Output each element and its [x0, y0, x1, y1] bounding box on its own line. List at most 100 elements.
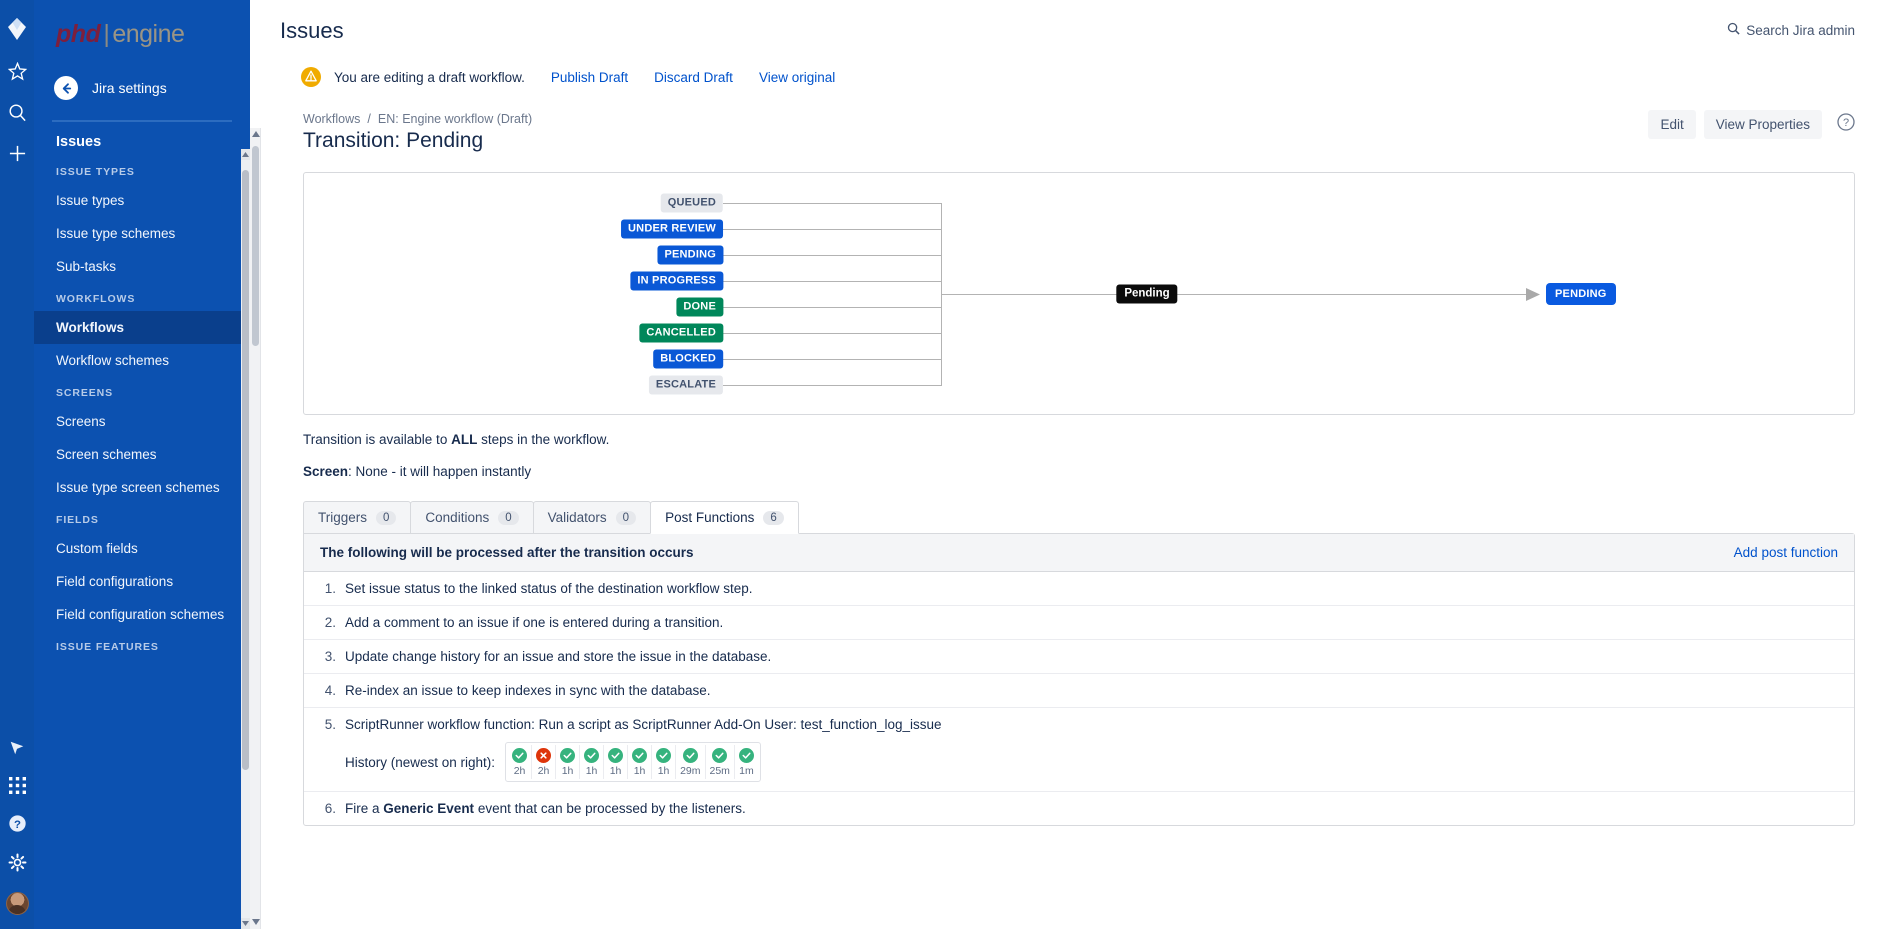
sidebar-item-workflows[interactable]: Workflows [34, 311, 250, 344]
workflow-node-under-review[interactable]: UNDER REVIEW [621, 219, 723, 239]
add-post-function-link[interactable]: Add post function [1733, 545, 1838, 560]
jira-logo-icon[interactable] [7, 18, 27, 40]
screen-value: : None - it will happen instantly [348, 464, 532, 479]
publish-draft-link[interactable]: Publish Draft [550, 69, 629, 85]
post-function-text: Add a comment to an issue if one is ente… [345, 615, 724, 630]
workflow-node-cancelled[interactable]: CANCELLED [639, 323, 723, 343]
post-function-text: ScriptRunner workflow function: Run a sc… [345, 717, 942, 732]
post-function-row[interactable]: 2. Add a comment to an issue if one is e… [304, 606, 1854, 640]
post-function-row[interactable]: 6. Fire a Generic Event event that can b… [304, 792, 1854, 825]
post-function-row[interactable]: 4. Re-index an issue to keep indexes in … [304, 674, 1854, 708]
workflow-node-escalate[interactable]: ESCALATE [648, 375, 723, 395]
back-to-jira-settings[interactable]: Jira settings [34, 66, 250, 106]
scriptrunner-history: History (newest on right): 2h 2h [345, 742, 1838, 782]
history-label: History (newest on right): [345, 754, 496, 770]
check-circle-icon [512, 748, 528, 763]
sidebar-item-custom-fields[interactable]: Custom fields [56, 541, 138, 556]
post-function-row[interactable]: 3. Update change history for an issue an… [304, 640, 1854, 674]
main-scroll-down-arrow[interactable] [251, 918, 260, 927]
scroll-up-arrow[interactable] [241, 149, 250, 160]
tab-conditions[interactable]: Conditions 0 [410, 501, 534, 534]
check-circle-icon [560, 748, 576, 763]
user-avatar[interactable] [5, 892, 29, 915]
workflow-node-blocked[interactable]: BLOCKED [653, 349, 723, 369]
page-header-block: Workflows / EN: Engine workflow (Draft) Tr… [250, 88, 1885, 153]
tab-post-functions[interactable]: Post Functions 6 [650, 501, 799, 534]
post-function-number: 6. [324, 801, 336, 816]
sidebar-scroll-thumb[interactable] [242, 170, 249, 770]
logo-divider: | [103, 20, 110, 48]
tab-post-functions-count: 6 [763, 510, 784, 525]
view-original-link[interactable]: View original [758, 69, 836, 85]
history-entry[interactable]: 2h [508, 745, 533, 779]
sidebar-item-sub-tasks[interactable]: Sub-tasks [56, 259, 117, 274]
history-time: 1h [561, 765, 574, 777]
sidebar-item-screens[interactable]: Screens [56, 414, 106, 429]
help-icon[interactable]: ? [8, 814, 27, 833]
history-entry[interactable]: 1m [735, 745, 758, 779]
logo-product: engine [112, 20, 185, 48]
breadcrumb-item-current-workflow[interactable]: EN: Engine workflow (Draft) [377, 112, 533, 126]
tab-validators[interactable]: Validators 0 [532, 501, 652, 534]
post-function-row[interactable]: 5. ScriptRunner workflow function: Run a… [304, 708, 1854, 792]
sidebar-item-field-configuration-schemes[interactable]: Field configuration schemes [56, 607, 225, 622]
scroll-down-arrow[interactable] [241, 918, 250, 929]
warning-icon [300, 66, 322, 88]
star-icon[interactable] [7, 62, 27, 81]
discard-draft-link[interactable]: Discard Draft [654, 69, 733, 85]
history-entry[interactable]: 2h [532, 745, 557, 779]
post-function-row[interactable]: 1. Set issue status to the linked status… [304, 572, 1854, 606]
workflow-target-node-pending[interactable]: PENDING [1546, 283, 1616, 305]
plus-icon[interactable] [8, 144, 27, 163]
sidebar-section-issue-types: ISSUE TYPES [56, 166, 135, 178]
post-function-number: 3. [324, 649, 336, 664]
feedback-icon[interactable] [8, 739, 26, 757]
workflow-node-queued[interactable]: QUEUED [660, 193, 723, 213]
check-circle-icon [738, 748, 754, 763]
workflow-node-done[interactable]: DONE [676, 297, 723, 317]
history-entry[interactable]: 1h [628, 745, 653, 779]
main-scroll-thumb[interactable] [252, 146, 259, 346]
sidebar-item-issues[interactable]: Issues [56, 134, 102, 150]
content-topbar: Issues Search Jira admin [250, 0, 1885, 44]
history-entry[interactable]: 25m [706, 745, 735, 779]
breadcrumb-item-workflows[interactable]: Workflows [303, 112, 361, 126]
help-circle-icon[interactable]: ? [1837, 113, 1855, 136]
sidebar-item-field-configurations[interactable]: Field configurations [56, 574, 174, 589]
history-entry[interactable]: 1h [556, 745, 581, 779]
history-entry[interactable]: 1h [604, 745, 629, 779]
search-jira-admin[interactable]: Search Jira admin [1727, 18, 1855, 38]
admin-sidebar: phd | engine Jira settings Issues ISSUE TY… [34, 0, 250, 929]
product-logo[interactable]: phd | engine [34, 0, 250, 66]
sidebar-item-issue-types[interactable]: Issue types [56, 193, 125, 208]
edit-button[interactable]: Edit [1648, 110, 1696, 139]
main-scrollbar[interactable] [250, 128, 261, 929]
transition-tabs: Triggers 0 Conditions 0 Validators 0 Pos… [303, 501, 1885, 534]
workflow-node-pending[interactable]: PENDING [657, 245, 723, 265]
sidebar-scrollbar[interactable] [241, 149, 250, 929]
sidebar-section-screens: SCREENS [56, 387, 114, 399]
main-scroll-up-arrow[interactable] [251, 130, 260, 139]
history-time: 2h [513, 765, 526, 777]
transition-label-pending[interactable]: Pending [1116, 284, 1178, 304]
svg-text:?: ? [14, 819, 21, 831]
screen-label: Screen [303, 464, 349, 479]
back-label: Jira settings [92, 80, 167, 96]
search-icon[interactable] [8, 103, 27, 122]
history-entry[interactable]: 1h [580, 745, 605, 779]
tab-triggers[interactable]: Triggers 0 [303, 501, 412, 534]
history-time: 1h [585, 765, 598, 777]
sidebar-item-issue-type-schemes[interactable]: Issue type schemes [56, 226, 176, 241]
sidebar-item-screen-schemes[interactable]: Screen schemes [56, 447, 157, 462]
sidebar-item-workflow-schemes[interactable]: Workflow schemes [56, 353, 170, 368]
history-entry[interactable]: 1h [652, 745, 677, 779]
post-function-number: 5. [324, 717, 336, 732]
draft-message: You are editing a draft workflow. [334, 69, 525, 85]
apps-grid-icon[interactable] [8, 777, 26, 794]
view-properties-button[interactable]: View Properties [1703, 110, 1822, 139]
sidebar-item-issue-type-screen-schemes[interactable]: Issue type screen schemes [56, 480, 220, 495]
history-entry[interactable]: 29m [676, 745, 706, 779]
settings-gear-icon[interactable] [8, 853, 27, 872]
workflow-node-in-progress[interactable]: IN PROGRESS [630, 271, 723, 291]
connector-line [723, 359, 941, 360]
